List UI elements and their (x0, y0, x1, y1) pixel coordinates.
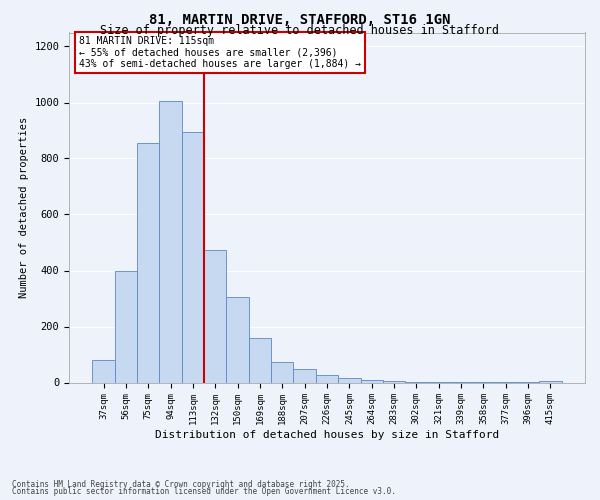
Text: Size of property relative to detached houses in Stafford: Size of property relative to detached ho… (101, 24, 499, 37)
Bar (92, 360, 115, 382)
Bar (115, 270, 137, 382)
Bar (249, 338, 271, 382)
Text: Contains HM Land Registry data © Crown copyright and database right 2025.: Contains HM Land Registry data © Crown c… (12, 480, 350, 489)
Bar (293, 368, 316, 382)
Bar (383, 381, 405, 382)
Y-axis label: Number of detached properties: Number of detached properties (19, 117, 29, 298)
Bar (539, 381, 562, 382)
Bar (204, 250, 226, 382)
Bar (160, 101, 182, 382)
Bar (316, 374, 338, 382)
Bar (361, 380, 383, 382)
Bar (338, 378, 361, 382)
Bar (226, 297, 249, 382)
Text: 81, MARTIN DRIVE, STAFFORD, ST16 1GN: 81, MARTIN DRIVE, STAFFORD, ST16 1GN (149, 12, 451, 26)
Text: Contains public sector information licensed under the Open Government Licence v3: Contains public sector information licen… (12, 487, 396, 496)
Text: 81 MARTIN DRIVE: 115sqm
← 55% of detached houses are smaller (2,396)
43% of semi: 81 MARTIN DRIVE: 115sqm ← 55% of detache… (79, 36, 361, 69)
Bar (137, 143, 160, 382)
Bar (271, 362, 293, 382)
Bar (182, 132, 204, 382)
X-axis label: Distribution of detached houses by size in Stafford: Distribution of detached houses by size … (155, 430, 499, 440)
